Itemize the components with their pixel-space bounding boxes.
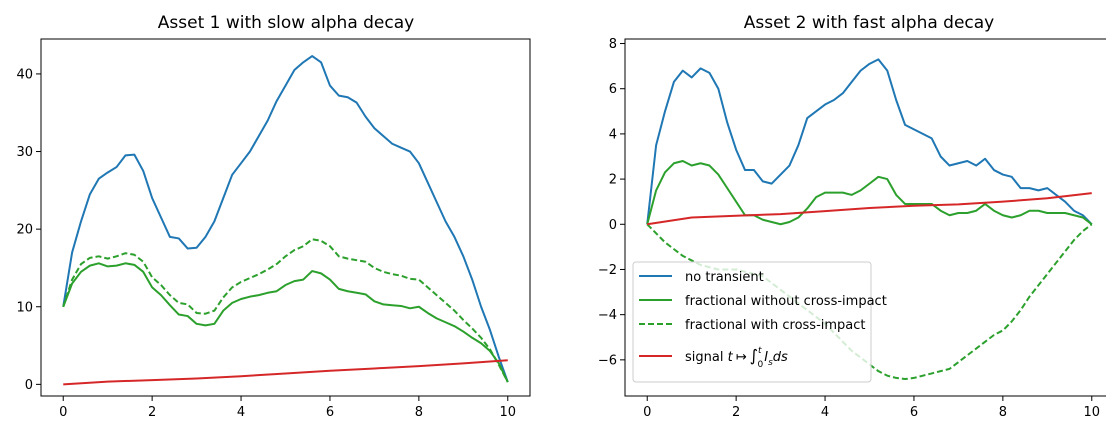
legend-entry-no-transient: no transient bbox=[639, 270, 764, 285]
x-tick-label: 0 bbox=[643, 405, 651, 420]
y-tick-label: 20 bbox=[16, 223, 33, 238]
series-line-2-2 bbox=[646, 160, 1093, 226]
legend-signal-mapsto: ↦ bbox=[736, 350, 747, 365]
x-tick-label: 8 bbox=[999, 405, 1007, 420]
plot-area-asset-1 bbox=[62, 55, 509, 386]
legend-entry-signal: signal t ↦ ∫t 0Isds bbox=[639, 346, 788, 370]
series-line-1-4 bbox=[63, 359, 508, 386]
legend-signal-t: t bbox=[728, 350, 734, 365]
y-tick-label: 0 bbox=[25, 378, 33, 393]
y-tick-label: −2 bbox=[598, 263, 617, 278]
x-tick-label: 6 bbox=[326, 405, 334, 420]
y-tick-label: 2 bbox=[609, 173, 617, 188]
x-tick-label: 4 bbox=[237, 405, 245, 420]
series-line-1-2 bbox=[62, 262, 509, 383]
y-tick-label: 0 bbox=[609, 218, 617, 233]
x-tick-label: 6 bbox=[910, 405, 918, 420]
legend-box bbox=[632, 261, 872, 383]
series-line-1-3 bbox=[62, 238, 509, 383]
series-line-2-1 bbox=[646, 58, 1093, 225]
y-tick-label: 40 bbox=[16, 67, 33, 82]
y-tick-label: −4 bbox=[598, 308, 617, 323]
x-tick-label: 0 bbox=[59, 405, 67, 420]
plot-area-asset-2 bbox=[646, 58, 1093, 381]
x-tick-label: 10 bbox=[1083, 405, 1100, 420]
series-line-2-3 bbox=[646, 223, 1093, 381]
x-tick-label: 2 bbox=[732, 405, 740, 420]
chart-title-asset-2: Asset 2 with fast alpha decay bbox=[744, 13, 995, 33]
axes-asset-2: Asset 2 with fast alpha decay 0 2 4 6 8 10 −6 −… bbox=[598, 13, 1106, 420]
series-line-1-1 bbox=[62, 55, 509, 383]
legend-signal-lower-limit: 0 bbox=[757, 360, 763, 370]
legend-entry-fractional-with-cross-impact: fractional with cross-impact bbox=[639, 318, 866, 333]
legend-label-signal: signal t ↦ ∫t 0Isds bbox=[685, 346, 788, 370]
y-tick-label: −6 bbox=[598, 353, 617, 368]
y-tick-label: 10 bbox=[16, 300, 33, 315]
x-tick-label: 2 bbox=[148, 405, 156, 420]
axes-frame-asset-2 bbox=[624, 38, 1106, 397]
legend-label-fractional-with-cross-impact: fractional with cross-impact bbox=[685, 318, 866, 333]
legend: no transient fractional without cross-im… bbox=[632, 261, 887, 383]
legend-signal-integral: ∫ bbox=[750, 346, 758, 365]
x-tick-label: 4 bbox=[821, 405, 829, 420]
y-tick-label: 4 bbox=[609, 127, 617, 142]
chart-title-asset-1: Asset 1 with slow alpha decay bbox=[158, 13, 414, 33]
x-tick-label: 10 bbox=[499, 405, 516, 420]
ticks-asset-1: 0 2 4 6 8 10 0 10 20 30 40 bbox=[16, 67, 516, 420]
legend-signal-upper-limit: t bbox=[758, 346, 762, 356]
axes-asset-1: Asset 1 with slow alpha decay 0 2 4 6 8 10 0 10… bbox=[16, 13, 531, 420]
ticks-asset-2: 0 2 4 6 8 10 −6 −4 −2 0 2 4 6 8 bbox=[598, 37, 1100, 420]
y-tick-label: 8 bbox=[609, 37, 617, 52]
legend-signal-ds: ds bbox=[773, 350, 788, 365]
legend-label-fractional-without-cross-impact: fractional without cross-impact bbox=[685, 294, 887, 309]
legend-entry-fractional-without-cross-impact: fractional without cross-impact bbox=[639, 294, 887, 309]
legend-signal-prefix: signal bbox=[685, 350, 728, 365]
series-line-2-4 bbox=[647, 192, 1092, 226]
legend-signal-I-sub: s bbox=[768, 358, 773, 368]
y-tick-label: 30 bbox=[16, 145, 33, 160]
y-tick-label: 6 bbox=[609, 82, 617, 97]
axes-frame-asset-1 bbox=[40, 38, 531, 397]
x-tick-label: 8 bbox=[415, 405, 423, 420]
legend-signal-I: I bbox=[764, 350, 768, 365]
legend-label-no-transient: no transient bbox=[685, 270, 764, 285]
